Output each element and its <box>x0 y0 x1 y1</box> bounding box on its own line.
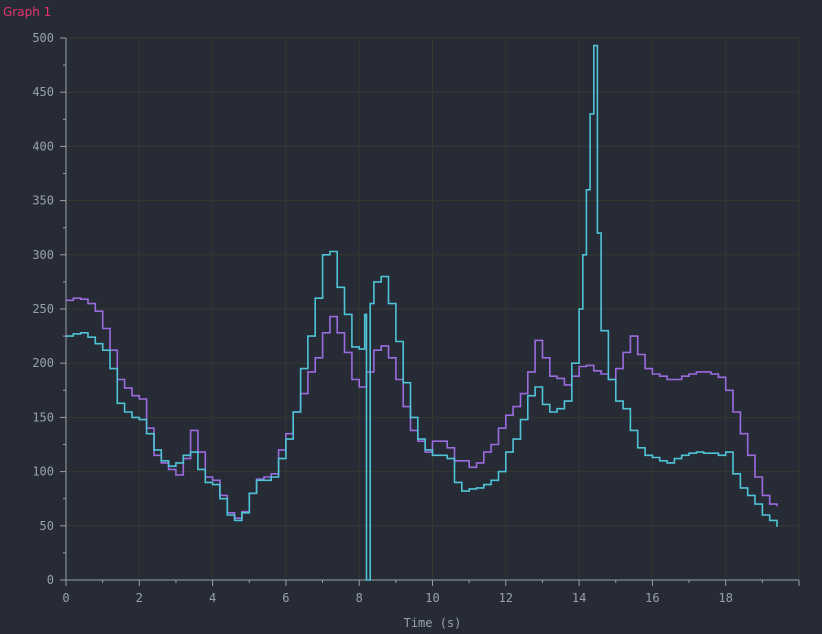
x-tick-label: 6 <box>282 591 289 605</box>
y-tick-label: 450 <box>32 85 54 99</box>
series-line-2 <box>66 44 778 581</box>
y-tick-label: 0 <box>47 573 54 587</box>
x-tick-label: 12 <box>499 591 513 605</box>
y-tick-label: 250 <box>32 302 54 316</box>
x-tick-label: 2 <box>136 591 143 605</box>
y-tick-label: 150 <box>32 410 54 424</box>
x-tick-label: 8 <box>356 591 363 605</box>
x-tick-label: 18 <box>718 591 732 605</box>
y-tick-label: 100 <box>32 465 54 479</box>
y-tick-label: 400 <box>32 139 54 153</box>
y-tick-label: 50 <box>40 519 54 533</box>
y-tick-label: 500 <box>32 31 54 45</box>
x-tick-label: 4 <box>209 591 216 605</box>
y-tick-label: 350 <box>32 194 54 208</box>
x-axis-title: Time (s) <box>404 616 462 630</box>
y-tick-label: 200 <box>32 356 54 370</box>
graph-title: Graph 1 <box>3 5 52 19</box>
x-tick-label: 0 <box>62 591 69 605</box>
x-tick-label: 10 <box>425 591 439 605</box>
x-tick-label: 14 <box>572 591 586 605</box>
x-tick-label: 16 <box>645 591 659 605</box>
y-tick-label: 300 <box>32 248 54 262</box>
series-line-1 <box>66 297 778 519</box>
